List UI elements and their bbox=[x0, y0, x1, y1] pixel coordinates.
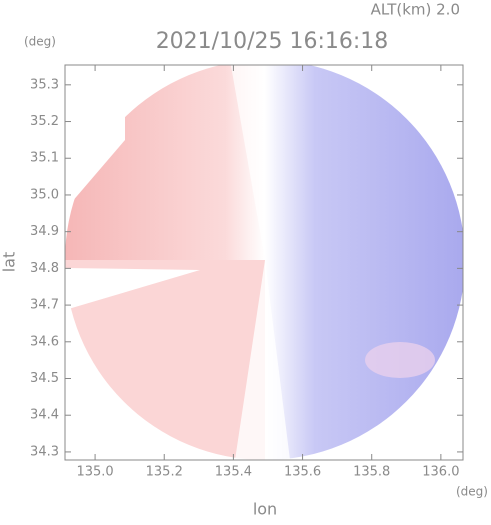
x-tick-label: 135.8 bbox=[353, 465, 390, 480]
x-tick-label: 135.2 bbox=[146, 465, 183, 480]
y-tick-label: 35.1 bbox=[30, 151, 59, 166]
y-tick-label: 35.2 bbox=[30, 114, 59, 129]
plot-frame bbox=[64, 64, 464, 461]
y-tick-label: 34.5 bbox=[30, 371, 59, 386]
y-tick-label: 35.3 bbox=[30, 77, 59, 92]
y-tick-label: 34.8 bbox=[30, 261, 59, 276]
y-tick-label: 35.0 bbox=[30, 187, 59, 202]
y-unit: (deg) bbox=[24, 35, 56, 49]
subtitle: ALT(km) 2.0 bbox=[371, 1, 460, 19]
y-tick-label: 34.4 bbox=[30, 408, 59, 423]
x-tick-label: 135.6 bbox=[284, 465, 321, 480]
y-tick-label: 34.9 bbox=[30, 224, 59, 239]
chart-title: 2021/10/25 16:16:18 bbox=[156, 29, 389, 54]
x-tick-label: 136.0 bbox=[422, 465, 459, 480]
x-tick-label: 135.0 bbox=[76, 465, 113, 480]
y-tick-label: 34.6 bbox=[30, 334, 59, 349]
y-tick-label: 34.3 bbox=[30, 444, 59, 459]
y-label: lat bbox=[0, 252, 19, 273]
x-label: lon bbox=[253, 500, 277, 519]
x-unit: (deg) bbox=[456, 485, 488, 499]
y-tick-label: 34.7 bbox=[30, 298, 59, 313]
radar-field bbox=[65, 65, 463, 460]
x-tick-label: 135.4 bbox=[215, 465, 252, 480]
